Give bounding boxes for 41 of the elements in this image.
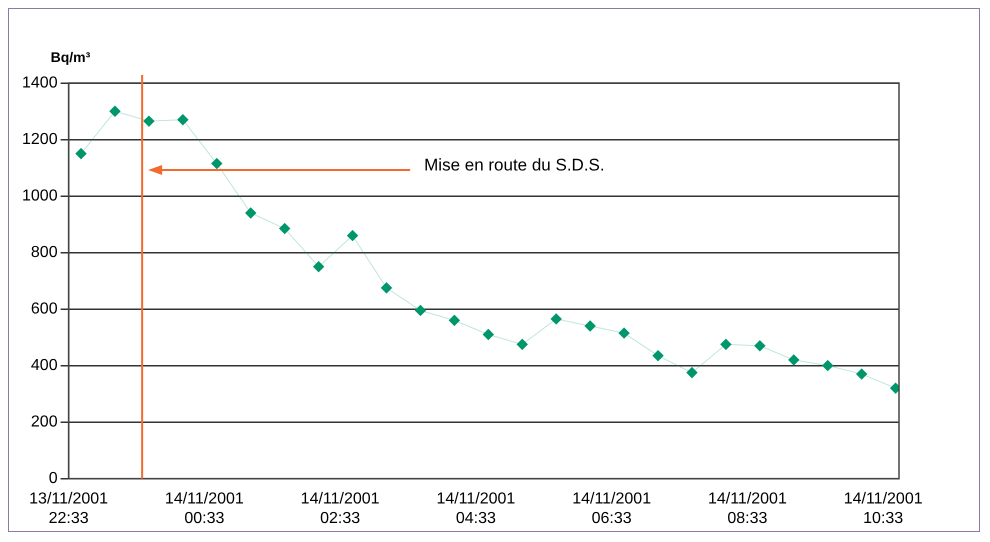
point — [245, 207, 256, 218]
x-tick-label: 14/11/2001 04:33 — [436, 490, 516, 527]
x-tick-label: 14/11/2001 00:33 — [164, 490, 244, 527]
point — [720, 338, 732, 350]
point — [76, 148, 87, 160]
point — [516, 338, 528, 350]
y-tick-label: 1200 — [22, 130, 58, 148]
y-axis-title: Bq/m³ — [50, 48, 91, 65]
y-tick-label: 1000 — [22, 187, 58, 204]
point — [686, 367, 698, 378]
point — [448, 314, 460, 326]
point — [822, 360, 834, 372]
point — [414, 304, 426, 316]
point — [177, 114, 188, 126]
y-tick-label: 200 — [30, 413, 58, 430]
point — [618, 328, 630, 339]
x-tick-label: 13/11/2001 22:33 — [29, 490, 108, 527]
point — [347, 230, 358, 242]
y-tick-label: 600 — [30, 300, 58, 318]
point — [109, 106, 120, 117]
point — [381, 282, 392, 294]
point — [143, 116, 154, 127]
point — [788, 354, 800, 366]
point — [482, 328, 494, 340]
point — [856, 368, 868, 380]
x-tick-label: 14/11/2001 08:33 — [708, 490, 787, 527]
x-tick-label: 14/11/2001 06:33 — [572, 490, 652, 527]
y-tick-label: 800 — [30, 244, 58, 261]
point — [584, 320, 596, 332]
y-tick-label: 1400 — [22, 74, 58, 92]
point — [313, 261, 324, 272]
x-tick-label: 14/11/2001 10:33 — [844, 490, 923, 527]
point — [279, 223, 290, 234]
y-tick-label: 0 — [48, 470, 58, 488]
x-tick-label: 14/11/2001 02:33 — [300, 490, 380, 527]
point — [652, 350, 664, 362]
annotation: Mise en route du S.D.S. — [424, 156, 605, 175]
point — [211, 158, 222, 170]
y-tick-label: 400 — [30, 356, 58, 374]
point — [550, 313, 562, 324]
point — [754, 340, 766, 352]
